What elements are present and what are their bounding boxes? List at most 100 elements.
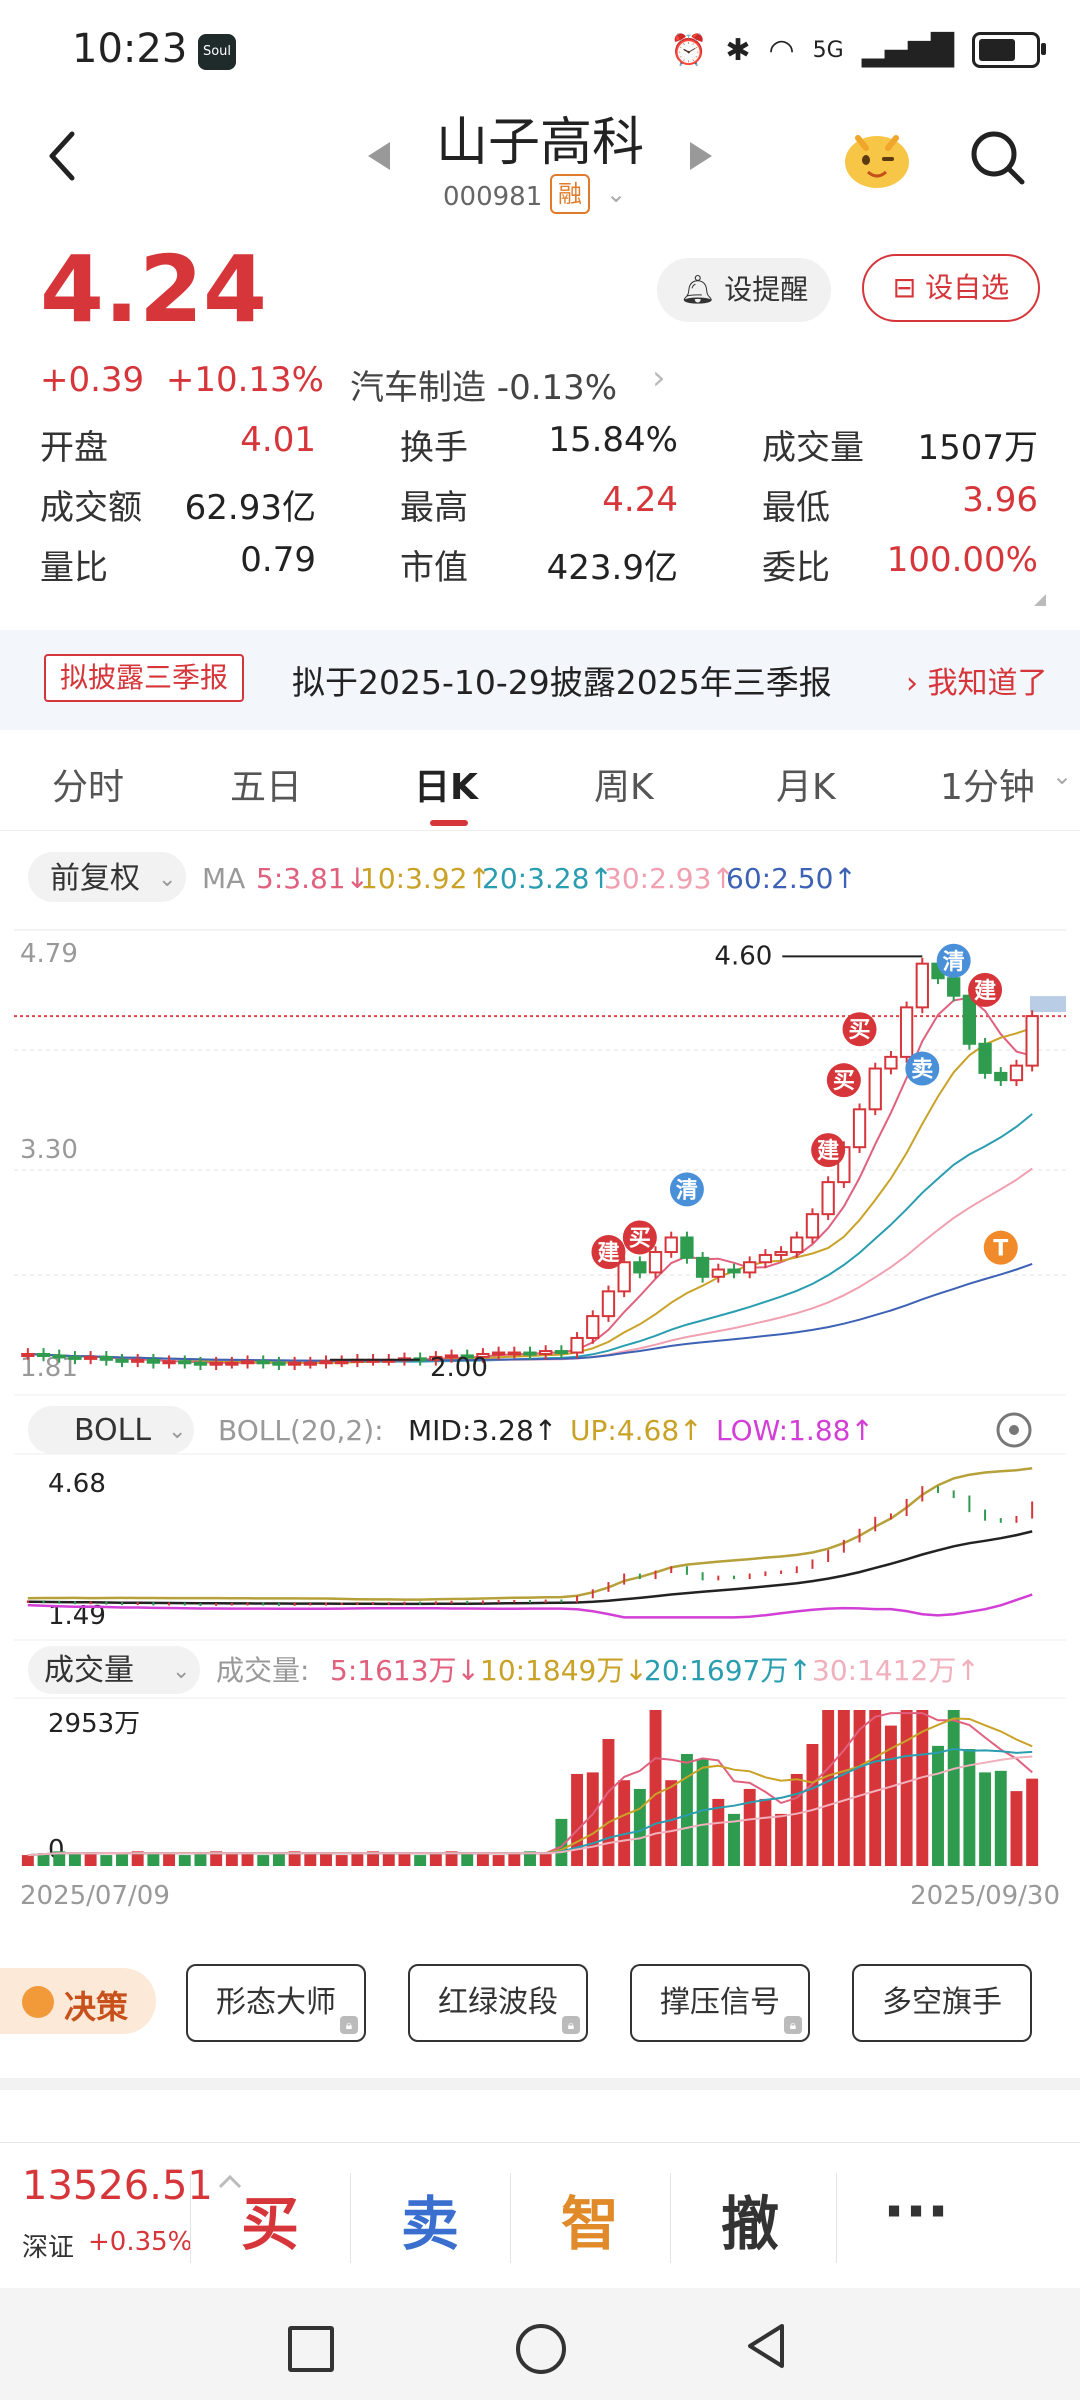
chevron-down-icon: ⌄ xyxy=(158,867,176,892)
candle-body xyxy=(711,1268,725,1278)
chevron-down-icon[interactable]: ⌄ xyxy=(1052,762,1073,790)
bottom-trade-bar: 13526.51 深证 +0.35% 买 卖 智 撤 ··· xyxy=(0,2142,1080,2289)
candle-body xyxy=(868,1067,882,1111)
tab-3[interactable]: 周K xyxy=(594,767,654,808)
volume-bar xyxy=(806,1744,819,1866)
boll-up-line xyxy=(27,1466,1033,1601)
boll-selector[interactable] xyxy=(28,1406,194,1454)
chevron-up-icon[interactable] xyxy=(218,2173,242,2189)
candle-body xyxy=(539,1350,553,1355)
quote-label: 换手 xyxy=(400,428,468,468)
candle-body xyxy=(994,1071,1008,1082)
volume-bar xyxy=(304,1854,317,1866)
tab-1[interactable]: 五日 xyxy=(230,767,303,808)
volume-bar xyxy=(476,1852,489,1866)
volume-bar xyxy=(994,1770,1007,1866)
candle-body xyxy=(648,1251,663,1274)
signal-marker xyxy=(811,1133,846,1168)
boll-name: BOLL xyxy=(74,1413,151,1448)
search-icon[interactable] xyxy=(966,126,1030,190)
tab-5[interactable]: 1分钟 xyxy=(940,767,1035,808)
battery-icon xyxy=(972,32,1046,68)
next-stock-arrow-icon[interactable] xyxy=(690,142,712,170)
candle-body xyxy=(319,1360,333,1365)
volume-top-label: 2953万 xyxy=(48,1709,140,1739)
set-reminder-button[interactable]: 🔔︎ 设提醒 xyxy=(657,258,831,322)
disclosure-notice: 拟披露三季报 拟于2025-10-29披露2025年三季报 › 我知道了 xyxy=(0,630,1080,730)
notice-dismiss-button[interactable]: › 我知道了 xyxy=(906,666,1048,701)
kline-chart[interactable]: 前复权 ⌄ MA 5:3.81↓10:3.92↑20:3.28↑30:2.93↑60:… xyxy=(0,840,1080,1930)
volume-bar xyxy=(335,1855,348,1866)
candle-body xyxy=(507,1351,521,1356)
volume-bar xyxy=(163,1852,176,1866)
soul-app-icon: Soul xyxy=(198,34,236,70)
recents-icon[interactable] xyxy=(288,2326,334,2372)
trade-action-0[interactable]: 买 xyxy=(240,2190,299,2258)
bluetooth-icon: ✱ xyxy=(725,32,751,68)
expand-corner-icon[interactable] xyxy=(1034,594,1046,606)
trade-action-4[interactable]: ··· xyxy=(882,2177,950,2245)
candle-body xyxy=(1009,1064,1024,1082)
chevron-down-icon: ⌄ xyxy=(172,1659,190,1684)
candle-body xyxy=(852,1108,867,1149)
price-change: +0.39 +10.13% xyxy=(40,360,324,400)
tool-button-0[interactable]: 形态大师 🔒︎ xyxy=(186,1964,366,2042)
sector-info[interactable]: 汽车制造 -0.13% xyxy=(350,368,618,408)
candle-body xyxy=(131,1358,145,1363)
tab-2[interactable]: 日K xyxy=(414,767,478,808)
tool-button-1[interactable]: 红绿波段 🔒︎ xyxy=(408,1964,588,2042)
candle-body xyxy=(821,1181,835,1216)
volume-ma-1: 10:1849万↓ xyxy=(480,1654,648,1687)
adjust-selector[interactable] xyxy=(28,852,186,902)
candle-body xyxy=(884,1055,898,1070)
chevron-down-icon[interactable]: ⌄ xyxy=(606,180,627,208)
mascot-icon[interactable] xyxy=(838,122,916,192)
candle-body xyxy=(633,1261,647,1274)
settings-icon[interactable] xyxy=(996,1412,1032,1448)
volume-ma-3: 30:1412万↑ xyxy=(812,1654,980,1687)
current-price-marker xyxy=(1030,996,1066,1013)
quote-value: 1507万 xyxy=(917,428,1038,468)
candle-body xyxy=(774,1251,788,1256)
volume-bar xyxy=(53,1851,66,1866)
volume-bar xyxy=(131,1851,144,1866)
volume-bar xyxy=(680,1753,693,1866)
volume-ma-0: 5:1613万↓ xyxy=(330,1654,480,1687)
add-watchlist-button[interactable]: ⊟ 设自选 xyxy=(862,254,1040,322)
volume-bar xyxy=(633,1788,646,1866)
candle-body xyxy=(680,1236,694,1259)
trade-action-2[interactable]: 智 xyxy=(560,2190,619,2258)
tab-4[interactable]: 月K xyxy=(776,767,836,808)
notice-dismiss-label: 我知道了 xyxy=(927,666,1048,701)
chevron-right-icon[interactable]: › xyxy=(652,358,666,398)
ma20-line xyxy=(27,1113,1033,1363)
signal-marker-label: T xyxy=(993,1237,1008,1262)
volume-bar xyxy=(696,1758,709,1866)
strategy-button[interactable]: 决策 xyxy=(0,1968,156,2034)
adjust-label: 前复权 xyxy=(50,861,140,896)
index-value[interactable]: 13526.51 xyxy=(22,2163,213,2209)
volume-bar xyxy=(398,1852,411,1866)
candle-body xyxy=(554,1350,569,1355)
back-nav-icon[interactable] xyxy=(742,2322,790,2370)
volume-selector[interactable] xyxy=(28,1646,200,1694)
volume-bar xyxy=(37,1853,50,1866)
trade-action-1[interactable]: 卖 xyxy=(400,2190,459,2258)
volume-bar xyxy=(539,1854,552,1866)
prev-stock-arrow-icon[interactable] xyxy=(368,142,390,170)
tool-button-2[interactable]: 撑压信号 🔒︎ xyxy=(630,1964,810,2042)
candle-body xyxy=(915,962,929,1009)
price-top-label: 4.79 xyxy=(20,939,78,969)
tool-button-3[interactable]: 多空旗手 xyxy=(852,1964,1032,2042)
candle-body xyxy=(476,1352,490,1358)
candle-body xyxy=(225,1361,239,1366)
settings-icon-core xyxy=(1009,1425,1019,1435)
home-icon[interactable] xyxy=(516,2324,566,2374)
ma30-line xyxy=(27,1167,1033,1362)
tool-button-label: 形态大师 xyxy=(216,1985,336,2020)
tab-0[interactable]: 分时 xyxy=(52,767,125,808)
trade-action-3[interactable]: 撤 xyxy=(720,2190,779,2258)
candle-body xyxy=(570,1336,584,1354)
signal-marker xyxy=(826,1063,861,1098)
back-icon[interactable] xyxy=(40,126,90,186)
